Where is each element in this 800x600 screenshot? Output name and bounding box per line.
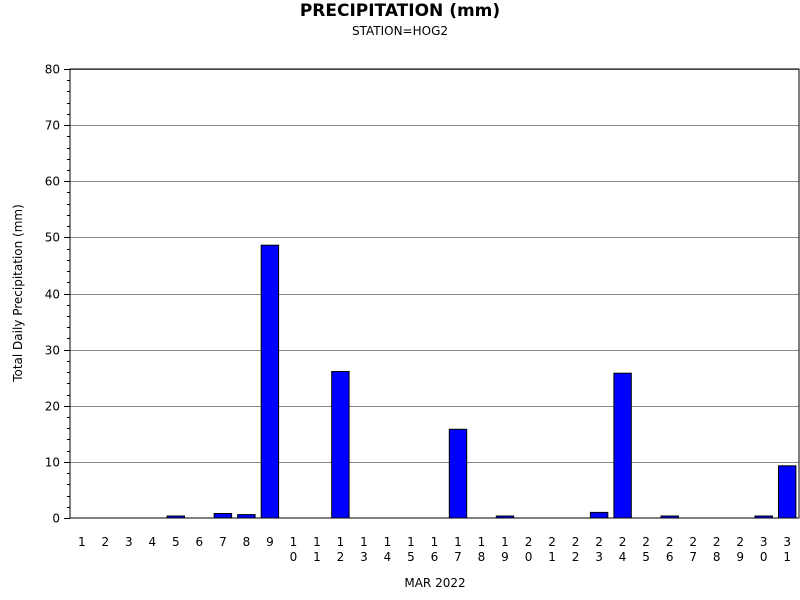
x-tick-label: 4 [384, 550, 392, 564]
x-tick-label: 2 [689, 535, 697, 549]
x-tick-label: 6 [431, 550, 439, 564]
x-tick-label: 1 [337, 535, 345, 549]
x-tick-label: 8 [243, 535, 251, 549]
x-tick-label: 3 [760, 535, 768, 549]
x-tick-label: 8 [478, 550, 486, 564]
x-tick-label: 1 [501, 535, 509, 549]
y-tick-label: 0 [52, 512, 60, 526]
y-tick-label: 60 [45, 175, 60, 189]
x-tick-label: 1 [548, 550, 556, 564]
x-tick-label: 9 [501, 550, 509, 564]
bar-day-17 [448, 428, 468, 519]
x-tick-label: 2 [525, 535, 533, 549]
x-tick-label: 9 [266, 535, 274, 549]
chart-title: PRECIPITATION (mm) [299, 1, 501, 21]
x-axis-label: MAR 2022 [404, 576, 465, 590]
x-tick-label: 1 [454, 535, 462, 549]
x-tick-label: 7 [689, 550, 697, 564]
x-tick-label: 1 [431, 535, 439, 549]
x-tick-label: 4 [148, 535, 156, 549]
y-tick-label: 10 [45, 456, 60, 470]
y-tick-label: 50 [45, 231, 60, 245]
x-tick-label: 7 [454, 550, 462, 564]
plot-frame [69, 68, 800, 519]
x-tick-label: 2 [736, 535, 744, 549]
bar-day-7 [213, 513, 233, 519]
bar-day-23 [589, 511, 609, 519]
x-tick-label: 5 [407, 550, 415, 564]
x-tick-label: 3 [360, 550, 368, 564]
x-tick-label: 1 [478, 535, 486, 549]
x-tick-label: 1 [384, 535, 392, 549]
bar-day-24 [613, 372, 632, 519]
x-tick-label: 0 [525, 550, 533, 564]
x-tick-label: 3 [783, 535, 791, 549]
x-tick-label: 4 [619, 550, 627, 564]
x-tick-label: 1 [313, 535, 321, 549]
x-tick-label: 0 [290, 550, 298, 564]
gridlines [70, 69, 799, 463]
bar-day-31 [778, 465, 797, 519]
bar-day-9 [260, 244, 280, 519]
x-tick-label: 1 [313, 550, 321, 564]
bar-day-12 [331, 371, 350, 519]
x-tick-label: 1 [407, 535, 415, 549]
y-tick-label: 40 [45, 288, 60, 302]
x-tick-label: 5 [172, 535, 180, 549]
x-tick-label: 3 [595, 550, 603, 564]
x-tick-label: 2 [666, 535, 674, 549]
x-tick-label: 8 [713, 550, 721, 564]
x-tick-label: 2 [101, 535, 109, 549]
x-tick-label: 1 [783, 550, 791, 564]
x-tick-label: 1 [360, 535, 368, 549]
x-tick-label: 6 [666, 550, 674, 564]
x-tick-label: 1 [290, 535, 298, 549]
x-tick-label: 2 [642, 535, 650, 549]
y-axis-ticks: 0 10 20 30 40 50 60 70 80 [45, 63, 70, 526]
x-tick-label: 2 [619, 535, 627, 549]
y-tick-label: 70 [45, 119, 60, 133]
x-tick-label: 2 [548, 535, 556, 549]
bars [166, 244, 797, 519]
x-tick-label: 2 [713, 535, 721, 549]
y-axis-label: Total Daily Precipitation (mm) [11, 204, 25, 383]
y-tick-label: 30 [45, 344, 60, 358]
x-tick-label: 9 [736, 550, 744, 564]
x-tick-label: 7 [219, 535, 227, 549]
y-tick-label: 20 [45, 400, 60, 414]
x-tick-label: 0 [760, 550, 768, 564]
bar-day-8 [237, 514, 256, 519]
chart-subtitle: STATION=HOG2 [351, 24, 449, 38]
x-tick-label: 2 [337, 550, 345, 564]
x-tick-label: 5 [642, 550, 650, 564]
x-tick-label: 2 [572, 535, 580, 549]
x-tick-label: 1 [78, 535, 86, 549]
x-tick-label: 3 [125, 535, 133, 549]
y-tick-label: 80 [45, 63, 60, 77]
x-axis-ticks: 1 2 3 4 5 6 7 8 9 1011121314151617181920212223242… [78, 535, 791, 564]
x-tick-label: 2 [572, 550, 580, 564]
x-tick-label: 2 [595, 535, 603, 549]
x-tick-label: 6 [195, 535, 203, 549]
